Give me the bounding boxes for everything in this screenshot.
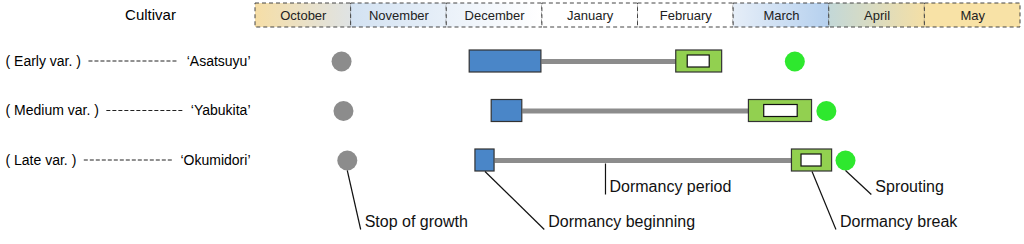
svg-text:‘Asatsuyu’: ‘Asatsuyu’ — [187, 53, 251, 69]
svg-text:Dormancy beginning: Dormancy beginning — [548, 213, 695, 230]
svg-text:February: February — [660, 8, 713, 23]
svg-text:November: November — [369, 8, 430, 23]
svg-text:May: May — [960, 8, 985, 23]
svg-text:March: March — [763, 8, 799, 23]
svg-text:( Late var. ): ( Late var. ) — [6, 152, 77, 168]
svg-text:October: October — [280, 8, 327, 23]
svg-text:Sprouting: Sprouting — [875, 178, 944, 195]
svg-text:Dormancy break: Dormancy break — [840, 213, 958, 230]
svg-text:‘Yabukita’: ‘Yabukita’ — [191, 102, 251, 118]
svg-text:‘Okumidori’: ‘Okumidori’ — [180, 152, 250, 168]
svg-text:January: January — [567, 8, 614, 23]
svg-text:( Medium var. ): ( Medium var. ) — [6, 102, 99, 118]
svg-text:( Early var. ): ( Early var. ) — [6, 53, 81, 69]
svg-text:Stop of growth: Stop of growth — [365, 213, 468, 230]
svg-text:December: December — [465, 8, 526, 23]
svg-text:Cultivar: Cultivar — [125, 6, 176, 23]
svg-text:April: April — [864, 8, 890, 23]
svg-text:Dormancy period: Dormancy period — [609, 178, 731, 195]
